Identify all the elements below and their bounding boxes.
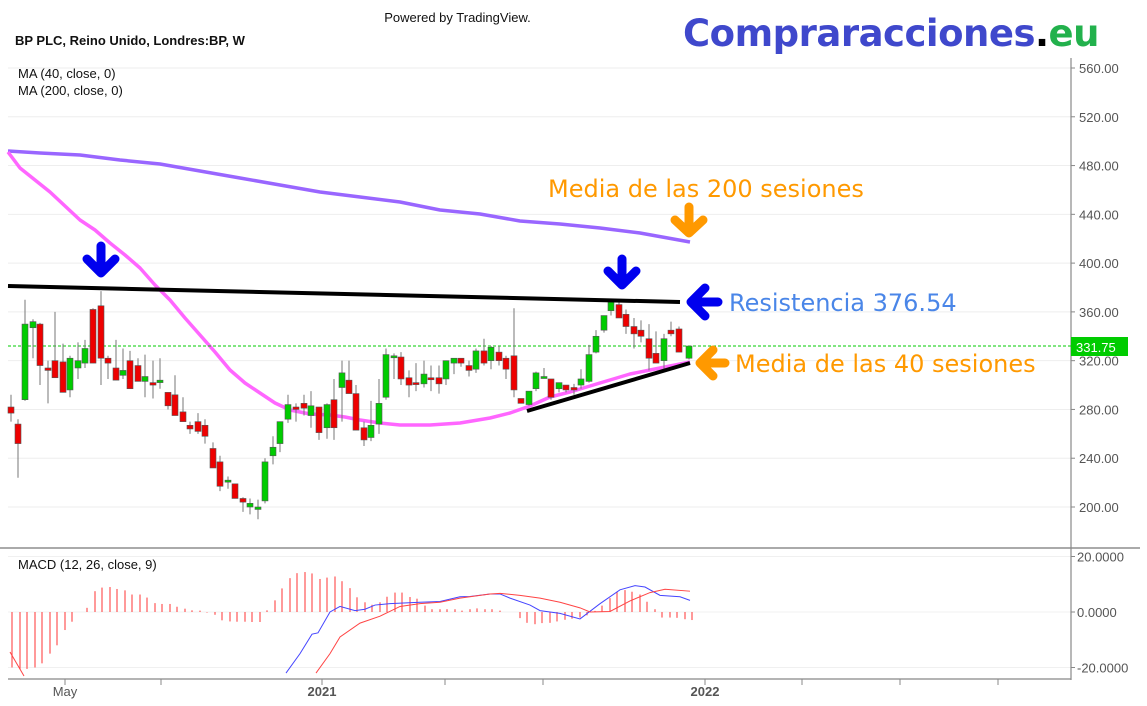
legend-ma200: MA (200, close, 0) — [18, 83, 123, 98]
price-tick-label: 320.00 — [1079, 354, 1119, 369]
legend-macd: MACD (12, 26, close, 9) — [18, 557, 157, 572]
brand-tld: eu — [1048, 12, 1100, 55]
arrow-down-icon — [603, 254, 641, 290]
arrow-left-icon — [695, 345, 730, 381]
macd-gridlines — [8, 556, 1071, 668]
time-tick-label: 2021 — [308, 684, 337, 699]
resistance-trendline — [7, 284, 681, 304]
ma40-annotation: Media de las 40 sesiones — [735, 350, 1036, 378]
last-price-badge: 331.75 — [1071, 337, 1128, 356]
powered-by-text: Powered by TradingView. — [384, 10, 531, 25]
price-tick-label: 480.00 — [1079, 159, 1119, 174]
price-tick-label: 240.00 — [1079, 451, 1119, 466]
price-tick-label: 560.00 — [1079, 61, 1119, 76]
macd-axis[interactable]: 20.0000 0.0000 -20.0000 — [1071, 550, 1128, 676]
macd-tick-label: -20.0000 — [1077, 661, 1128, 676]
price-tick-label: 400.00 — [1079, 256, 1119, 271]
price-gridlines — [8, 67, 1071, 508]
macd-line — [285, 585, 691, 674]
macd-tick-label: 20.0000 — [1077, 550, 1124, 565]
time-axis[interactable]: May 2021 2022 — [53, 679, 999, 699]
brand-dot: . — [1034, 12, 1049, 55]
price-tick-label: 280.00 — [1079, 402, 1119, 417]
arrow-down-icon — [670, 202, 708, 238]
time-tick-label: May — [53, 684, 78, 699]
ma200-line — [7, 149, 691, 244]
price-tick-label: 440.00 — [1079, 207, 1119, 222]
macd-tick-label: 0.0000 — [1077, 605, 1117, 620]
price-axis[interactable]: 560.00 520.00 480.00 440.00 400.00 360.00 320.… — [1071, 61, 1119, 515]
legend-ma40: MA (40, close, 0) — [18, 66, 116, 81]
arrow-left-icon — [686, 283, 723, 321]
candlesticks — [7, 291, 693, 520]
price-tick-label: 520.00 — [1079, 110, 1119, 125]
signal-line — [315, 588, 691, 674]
brand-name: Compraracciones — [683, 12, 1035, 55]
symbol-title: BP PLC, Reino Unido, Londres:BP, W — [15, 33, 245, 48]
time-tick-label: 2022 — [691, 684, 720, 699]
price-tick-label: 200.00 — [1079, 500, 1119, 515]
last-price-value: 331.75 — [1076, 340, 1116, 355]
ma200-annotation: Media de las 200 sesiones — [548, 175, 864, 203]
support-trendline — [526, 361, 691, 413]
arrow-down-icon — [82, 241, 120, 278]
macd-histogram — [9, 572, 693, 677]
resistance-annotation: Resistencia 376.54 — [729, 289, 957, 317]
price-tick-label: 360.00 — [1079, 305, 1119, 320]
brand-logo: Compraracciones.eu — [683, 12, 1099, 55]
